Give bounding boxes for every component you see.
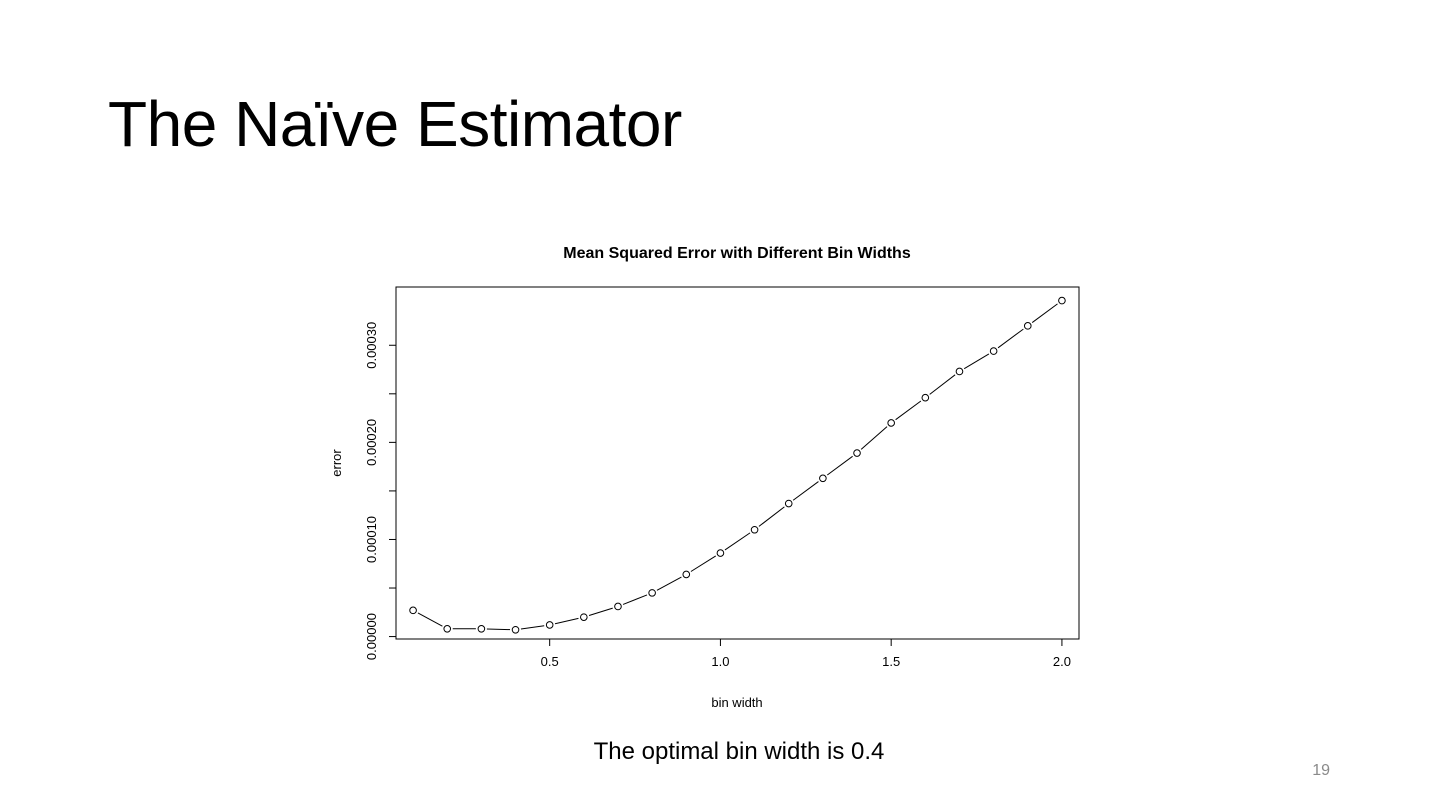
series-segment	[860, 426, 888, 450]
data-point	[443, 625, 452, 633]
series-points	[409, 296, 1066, 634]
data-point	[545, 621, 554, 629]
data-point	[955, 367, 964, 376]
series-segment	[588, 607, 613, 616]
y-tick-label: 0.00000	[364, 613, 379, 660]
data-point	[989, 347, 998, 355]
series-segment	[520, 625, 545, 630]
series-segment	[895, 400, 922, 421]
x-tick-label: 1.5	[882, 654, 900, 669]
series-segment	[1031, 303, 1058, 323]
chart-title: Mean Squared Error with Different Bin Wi…	[563, 245, 911, 262]
x-tick-label: 1.0	[711, 654, 729, 669]
y-tick-label: 0.00010	[364, 516, 379, 563]
series-segment	[656, 576, 682, 591]
data-point	[1023, 322, 1032, 330]
series-segment	[622, 594, 648, 605]
y-tick-label: 0.00020	[364, 419, 379, 466]
data-point	[921, 393, 930, 402]
data-point	[853, 449, 861, 457]
series-segment	[417, 612, 443, 627]
series-segment	[963, 353, 990, 370]
page-number: 19	[1312, 762, 1330, 779]
data-point	[682, 570, 691, 579]
data-point	[614, 602, 622, 611]
data-point	[511, 625, 520, 634]
series-segment	[758, 506, 785, 527]
plot-frame	[395, 286, 1080, 640]
x-axis-label: bin width	[711, 695, 762, 710]
data-point	[716, 549, 725, 557]
data-point	[887, 419, 895, 427]
x-axis: 0.5 1.0 1.5 2.0	[541, 639, 1071, 669]
data-point	[750, 525, 759, 534]
y-axis-label: error	[329, 449, 344, 477]
slide-caption: The optimal bin width is 0.4	[593, 738, 885, 765]
slide-title: The Naïve Estimator	[108, 88, 682, 160]
data-point	[477, 625, 486, 633]
series-segment	[486, 628, 511, 631]
x-tick-label: 2.0	[1053, 654, 1071, 669]
series-segment	[997, 328, 1024, 349]
y-tick-label: 0.00030	[364, 322, 379, 369]
data-point	[648, 589, 656, 597]
data-point	[580, 613, 588, 621]
series-segment	[929, 374, 956, 395]
mse-chart: Mean Squared Error with Different Bin Wi…	[329, 245, 1080, 710]
data-point	[819, 474, 827, 483]
series-segment	[690, 555, 717, 572]
x-tick-label: 0.5	[541, 654, 559, 669]
data-point	[409, 606, 417, 615]
data-point	[784, 499, 793, 508]
data-point	[1058, 296, 1066, 305]
series-segment	[554, 617, 579, 625]
series-segment	[792, 481, 819, 501]
series-segment	[724, 532, 751, 551]
y-axis: 0.00000 0.00010 0.00020 0.00030	[364, 322, 396, 660]
series-segment	[827, 455, 853, 476]
series-line	[417, 303, 1058, 631]
